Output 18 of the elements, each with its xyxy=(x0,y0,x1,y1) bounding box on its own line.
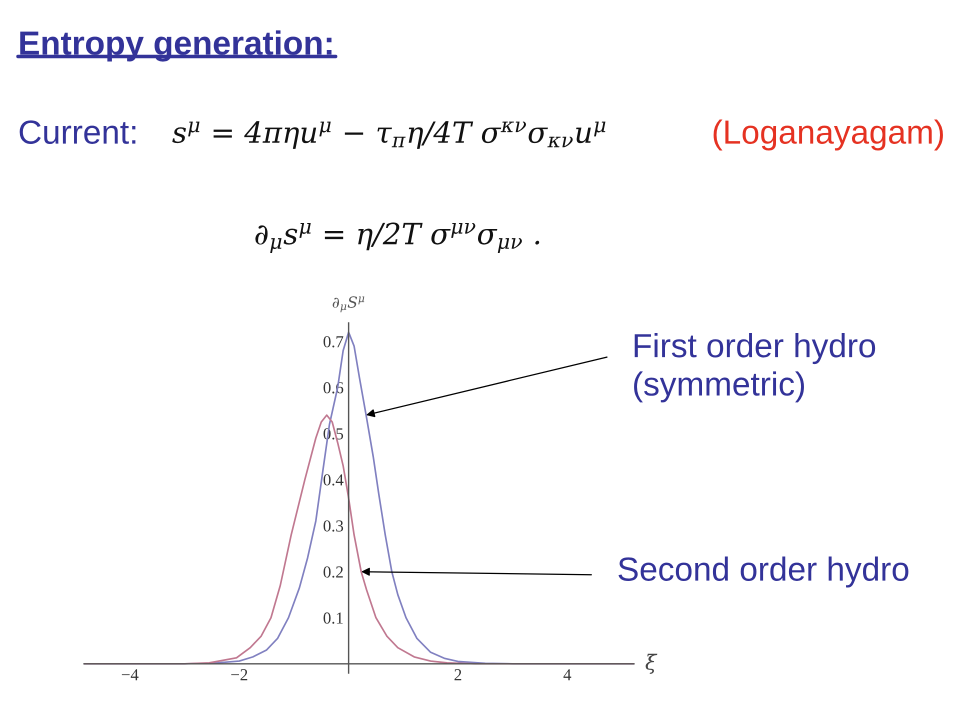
text: ∂$_{μ}$s$^{μ}$ = η/2T σ$^{μν}$σ$_{μν}$ . xyxy=(255,222,540,253)
y-tick-label: 0.2 xyxy=(324,566,343,578)
chart-title: Entropy generation: xyxy=(20,30,332,62)
x-tick-label: −4 xyxy=(122,669,139,680)
y-tick-label: 0.1 xyxy=(324,612,343,624)
y-tick-label: 0.4 xyxy=(324,474,344,486)
x-tick-label: −2 xyxy=(231,669,248,680)
x-tick-label: 2 xyxy=(454,669,462,680)
y-tick-label: 0.7 xyxy=(324,336,344,348)
x-tick-label: 4 xyxy=(563,669,572,680)
text: s$^{μ}$ = 4πηu$^{μ}$ − τ$_{π}$η/4T σ$^{κν}$σ$_{κν}$u$^{μ}$ xyxy=(172,121,606,149)
y-tick-label: 0.3 xyxy=(324,520,344,532)
annotation: First order hydro (symmetric) xyxy=(634,333,876,402)
annotation: Second order hydro xyxy=(618,556,908,588)
y-axis-title: ∂$_{μ}$S$^{μ}$ xyxy=(332,296,364,312)
x-axis-title: ξ xyxy=(646,654,658,674)
text: (Loganayagam) xyxy=(714,119,943,151)
text: Current: xyxy=(20,120,136,144)
